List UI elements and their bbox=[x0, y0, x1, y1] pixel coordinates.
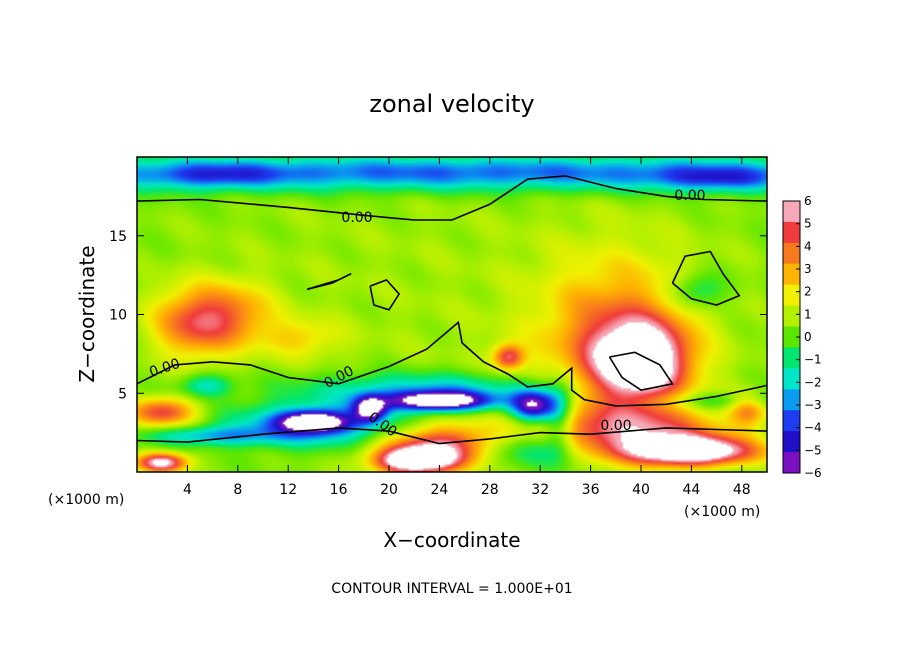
colorbar-cell bbox=[783, 284, 800, 307]
plot-area: 0.000.000.00 0.000.00 0.00 bbox=[136, 156, 768, 473]
x-tick-label: 44 bbox=[682, 482, 700, 498]
colorbar-cell bbox=[783, 201, 800, 223]
colorbar-tick-label: 0 bbox=[804, 330, 812, 344]
contour-line bbox=[369, 278, 401, 311]
colorbar-tick-label: −1 bbox=[804, 353, 822, 367]
colorbar-cell bbox=[783, 305, 800, 328]
x-axis-unit: (×1000 m) bbox=[684, 504, 760, 520]
colorbar-cell bbox=[783, 221, 800, 244]
colorbar: 6 5 4 3 2 1 0 −1 −2 −3 −4 −5 −6 bbox=[782, 194, 822, 480]
colorbar-tick-label: −5 bbox=[804, 443, 822, 457]
x-tick-label: 40 bbox=[632, 482, 650, 498]
x-tick-label: 32 bbox=[531, 482, 549, 498]
contour-line bbox=[136, 427, 768, 445]
y-tick-label: 5 bbox=[118, 386, 127, 402]
x-axis-title: X−coordinate bbox=[383, 528, 520, 552]
colorbar-tick-label: 5 bbox=[804, 217, 812, 231]
x-tick-label: 28 bbox=[481, 482, 499, 498]
velocity-heatmap bbox=[137, 157, 767, 472]
contour-label: 0.00 bbox=[674, 188, 705, 204]
x-tick-label: 48 bbox=[733, 482, 751, 498]
y-axis-unit: (×1000 m) bbox=[48, 492, 124, 508]
contour-line bbox=[671, 250, 741, 306]
colorbar-tick-label: −6 bbox=[804, 466, 822, 480]
colorbar-tick-label: −4 bbox=[804, 421, 822, 435]
y-axis-ticks: 5 10 15 bbox=[109, 229, 767, 402]
colorbar-cell bbox=[783, 242, 800, 265]
colorbar-tick-label: −2 bbox=[804, 375, 822, 389]
contour-line bbox=[136, 175, 768, 221]
x-tick-label: 12 bbox=[279, 482, 297, 498]
x-axis-ticks: 4 8 12 16 20 24 28 32 36 40 44 48 bbox=[183, 157, 751, 498]
colorbar-cell bbox=[783, 368, 800, 390]
y-tick-label: 15 bbox=[109, 229, 127, 245]
contour-label: 0.00 bbox=[341, 210, 372, 226]
colorbar-cell bbox=[783, 326, 800, 348]
colorbar-cell bbox=[783, 452, 800, 474]
colorbar-tick-label: 3 bbox=[804, 262, 812, 276]
contour-line bbox=[306, 272, 352, 291]
colorbar-cell bbox=[783, 263, 800, 286]
contour-line bbox=[608, 351, 674, 391]
colorbar-cell bbox=[783, 431, 800, 453]
colorbar-tick-label: 2 bbox=[804, 285, 812, 299]
colorbar-cell bbox=[783, 410, 800, 432]
chart-title: zonal velocity bbox=[369, 90, 534, 118]
contour-lines bbox=[136, 175, 768, 445]
colorbar-tick-label: 1 bbox=[804, 307, 812, 321]
x-tick-label: 16 bbox=[330, 482, 348, 498]
x-tick-label: 24 bbox=[430, 482, 448, 498]
contour-interval-note: CONTOUR INTERVAL = 1.000E+01 bbox=[331, 581, 572, 597]
y-axis-title: Z−coordinate bbox=[75, 245, 99, 382]
colorbar-cell bbox=[783, 389, 800, 411]
x-tick-label: 8 bbox=[233, 482, 242, 498]
contour-label: 0.00 bbox=[600, 418, 631, 434]
colorbar-tick-label: 6 bbox=[804, 194, 812, 208]
contour-line bbox=[136, 320, 768, 407]
colorbar-tick-label: 4 bbox=[804, 239, 812, 253]
y-tick-label: 10 bbox=[109, 308, 127, 324]
colorbar-tick-label: −3 bbox=[804, 398, 822, 412]
x-tick-label: 36 bbox=[582, 482, 600, 498]
x-tick-label: 20 bbox=[380, 482, 398, 498]
x-tick-label: 4 bbox=[183, 482, 192, 498]
colorbar-cell bbox=[783, 347, 800, 369]
